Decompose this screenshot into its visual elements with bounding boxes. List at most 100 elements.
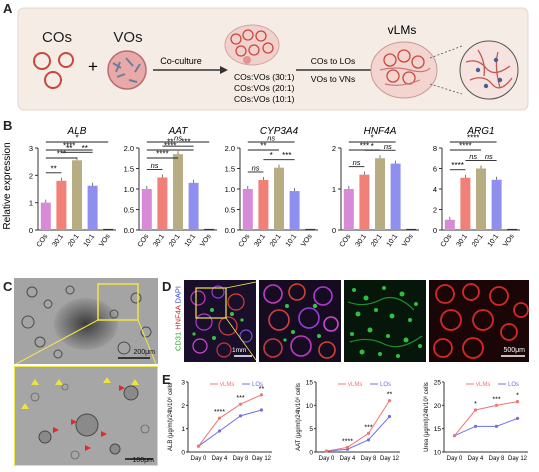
significance-label: **** xyxy=(342,438,353,445)
significance-label: ** xyxy=(167,138,173,147)
bar xyxy=(258,179,269,230)
x-tick-label: 10:1 xyxy=(184,233,198,248)
ratio-20-1: COs:VOs (20:1) xyxy=(234,83,295,93)
y-tick-label: 1 xyxy=(181,426,185,433)
y-tick-label: 1 xyxy=(332,185,336,194)
x-tick-label: 10:1 xyxy=(83,233,97,248)
significance-label: **** xyxy=(451,161,463,170)
line-chart-0: ALB (μg/ml)/24h/10⁶ cells 0 1 2 3 Day 0 Day 4 D… xyxy=(167,380,272,462)
vlms-label: vLMs xyxy=(388,23,417,37)
x-tick-label: 30:1 xyxy=(152,233,166,248)
bar xyxy=(343,189,354,230)
panel-e-line-charts: ALB (μg/ml)/24h/10⁶ cells 0 1 2 3 Day 0 Day 4 D… xyxy=(167,380,528,462)
x-tick-label: Day 12 xyxy=(252,456,272,462)
significance-label: *** xyxy=(282,151,291,160)
panel-c-brightfield-bottom: 100μm xyxy=(14,366,158,466)
significance-label: * xyxy=(270,151,273,160)
los-point xyxy=(259,408,264,412)
legend-label-los: LOs xyxy=(252,382,263,388)
cos-label: COs xyxy=(42,29,72,46)
y-tick-label: 10 xyxy=(306,403,314,410)
bar xyxy=(188,182,199,230)
x-tick-label: 30:1 xyxy=(253,233,267,248)
y-tick-label: 1.0 xyxy=(225,185,235,194)
panel-label-b: B xyxy=(3,118,13,133)
panel-label-d: D xyxy=(162,279,172,294)
y-tick-label: 1.5 xyxy=(124,165,134,174)
y-tick-label: 0 xyxy=(332,226,336,235)
x-tick-label: VOs xyxy=(502,233,516,249)
bar xyxy=(289,191,300,230)
vlms-point xyxy=(345,445,350,449)
y-tick-label: 10 xyxy=(434,450,442,457)
vlms-point xyxy=(259,393,264,397)
los-point xyxy=(387,414,392,419)
bar xyxy=(173,154,183,230)
bar xyxy=(72,160,82,230)
significance-label: ** xyxy=(82,144,88,153)
significance-label: * xyxy=(516,393,519,400)
x-tick-label: 20:1 xyxy=(370,233,384,248)
significance-label: ns xyxy=(469,152,477,161)
y-axis-label: ALB (μg/ml)/24h/10⁶ cells xyxy=(167,383,174,451)
bar xyxy=(390,163,401,230)
significance-label: ns xyxy=(151,161,159,170)
y-tick-label: 5 xyxy=(309,426,313,433)
ratio-10-1: COs:VOs (10:1) xyxy=(234,94,295,104)
x-tick-label: COs xyxy=(440,233,454,249)
significance-label: **** xyxy=(63,142,75,151)
bar xyxy=(359,174,370,230)
y-tick-label: 3 xyxy=(29,144,33,153)
x-tick-label: VOs xyxy=(401,233,415,249)
y-tick-label: 0.0 xyxy=(225,226,235,235)
y-tick-label: 0 xyxy=(29,226,33,235)
y-tick-label: 0.0 xyxy=(124,226,134,235)
significance-label: * xyxy=(474,401,477,408)
y-tick-label: 2 xyxy=(29,171,33,180)
line-chart-1: AAT (μg/ml)/24h/10⁶ cells 0 5 10 15 Day 0 Day … xyxy=(295,380,400,462)
y-tick-label: 25 xyxy=(434,380,442,387)
vlms-series-line xyxy=(454,401,518,436)
vos-label: VOs xyxy=(113,29,142,46)
los-point xyxy=(473,424,478,428)
x-tick-label: VOs xyxy=(300,233,314,249)
bar xyxy=(40,202,51,230)
vlms-series-line xyxy=(326,400,390,452)
panel-d-merge-overview: 1mm xyxy=(184,280,256,362)
scale-right-label: 500μm xyxy=(503,347,525,354)
significance-label: ** xyxy=(260,142,266,151)
x-tick-label: VOs xyxy=(199,233,213,249)
panel-c-brightfield-top: 200μm xyxy=(14,278,158,364)
vlms-series-line xyxy=(198,394,262,447)
los-point xyxy=(217,429,222,433)
chart-title: ARG1 xyxy=(466,126,494,137)
los-series-line xyxy=(454,417,518,437)
panel-label-e: E xyxy=(162,372,171,387)
panel-label-a: A xyxy=(3,1,13,16)
scale-top-label: 200μm xyxy=(133,349,155,356)
significance-label: ns xyxy=(485,152,493,161)
bar xyxy=(491,179,502,230)
los-point xyxy=(366,438,371,442)
significance-label: ** xyxy=(50,164,56,173)
los-series-line xyxy=(198,409,262,447)
significance-label: **** xyxy=(214,409,225,416)
x-tick-label: Day 4 xyxy=(340,456,356,462)
significance-label: *** xyxy=(181,138,190,147)
y-tick-label: 15 xyxy=(306,380,314,387)
x-tick-label: Day 8 xyxy=(489,456,505,462)
vlms-point xyxy=(473,408,478,412)
x-tick-label: 10:1 xyxy=(487,233,501,248)
x-tick-label: 20:1 xyxy=(168,233,182,248)
bar xyxy=(141,189,152,230)
significance-label: *** xyxy=(360,142,369,151)
significance-label: **** xyxy=(156,150,168,159)
significance-label: *** xyxy=(492,396,500,403)
los-point xyxy=(238,414,243,418)
legend-label-los: LOs xyxy=(508,382,519,388)
significance-label: ** xyxy=(387,392,393,399)
vlms-point xyxy=(366,431,371,435)
